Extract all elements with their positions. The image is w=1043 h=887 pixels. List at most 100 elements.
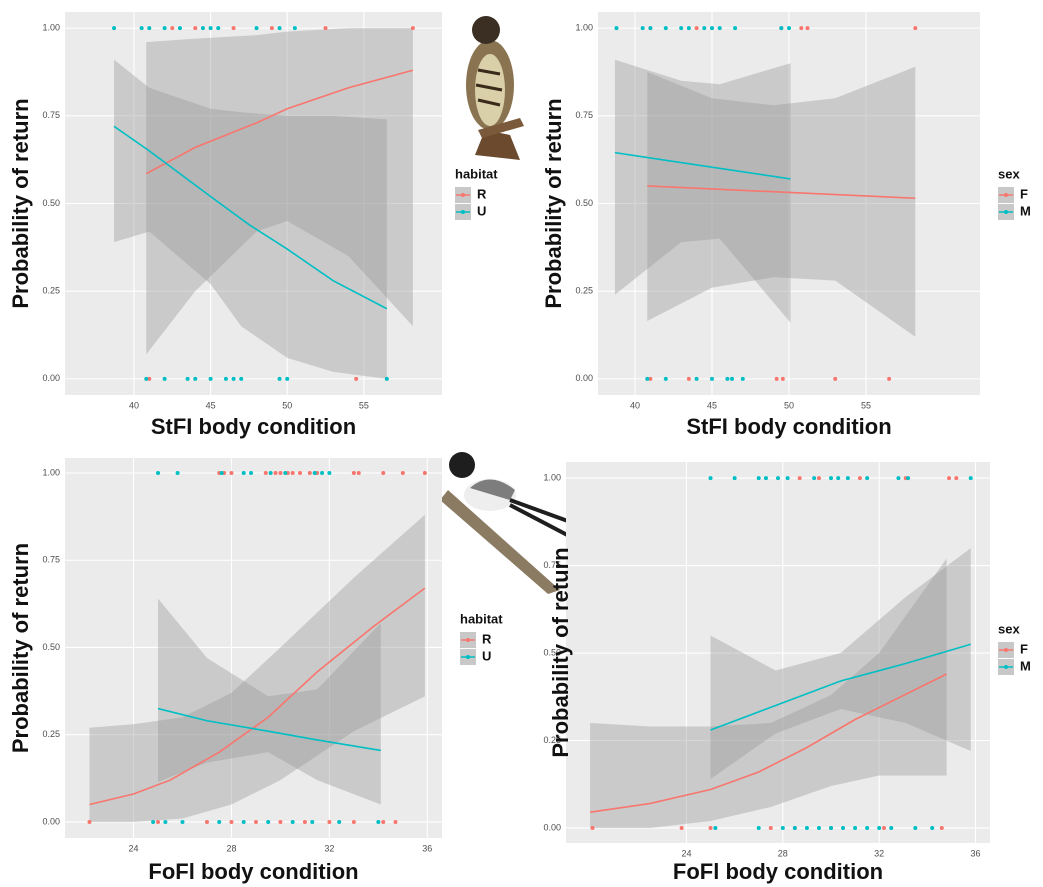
data-point	[217, 820, 221, 824]
data-point	[140, 26, 144, 30]
y-tick-label: 0.25	[42, 729, 60, 739]
legend-title: habitat	[460, 611, 503, 626]
data-point	[209, 377, 213, 381]
data-point	[249, 471, 253, 475]
x-tick-label: 55	[359, 400, 369, 410]
data-point	[841, 826, 845, 830]
data-point	[679, 26, 683, 30]
data-point	[764, 476, 768, 480]
data-point	[793, 826, 797, 830]
data-point	[176, 471, 180, 475]
legend-dot	[1004, 665, 1008, 669]
data-point	[376, 820, 380, 824]
data-point	[775, 377, 779, 381]
data-point	[255, 26, 259, 30]
data-point	[865, 826, 869, 830]
data-point	[411, 26, 415, 30]
data-point	[229, 820, 233, 824]
data-point	[303, 820, 307, 824]
legend-title: sex	[998, 166, 1020, 181]
legend-label: U	[482, 648, 491, 663]
y-tick-label: 0.75	[42, 555, 60, 565]
data-point	[87, 820, 91, 824]
y-tick-label: 0.50	[575, 198, 593, 208]
y-tick-label: 0.75	[575, 110, 593, 120]
data-point	[887, 377, 891, 381]
x-tick-label: 45	[707, 400, 717, 410]
legend-label: U	[477, 203, 486, 218]
data-point	[205, 820, 209, 824]
data-point	[178, 26, 182, 30]
x-tick-label: 50	[784, 400, 794, 410]
data-point	[278, 820, 282, 824]
x-axis-title: StFI body condition	[686, 414, 891, 439]
data-point	[337, 820, 341, 824]
data-point	[757, 826, 761, 830]
data-point	[278, 471, 282, 475]
data-point	[710, 26, 714, 30]
legend-dot	[1004, 210, 1008, 214]
data-point	[112, 26, 116, 30]
data-point	[799, 26, 803, 30]
panel: 0.000.250.500.751.0024283236FoFl body co…	[543, 462, 1030, 884]
data-point	[725, 377, 729, 381]
y-tick-label: 0.50	[42, 198, 60, 208]
data-point	[381, 820, 385, 824]
figure: 0.00 0.25 0.50 0.75 1.00 40 45 50 55 StFI body co…	[0, 0, 1043, 887]
legend-label: R	[482, 631, 492, 646]
data-point	[242, 820, 246, 824]
x-tick-label: 40	[630, 400, 640, 410]
data-point	[709, 826, 713, 830]
data-point	[224, 377, 228, 381]
legend-label: R	[477, 186, 487, 201]
data-point	[702, 26, 706, 30]
data-point	[291, 471, 295, 475]
data-point	[776, 476, 780, 480]
legend-title: sex	[998, 621, 1020, 636]
x-tick-label: 36	[971, 848, 981, 858]
data-point	[163, 377, 167, 381]
legend-label: M	[1020, 203, 1031, 218]
data-point	[181, 820, 185, 824]
data-point	[163, 820, 167, 824]
data-point	[858, 476, 862, 480]
data-point	[781, 826, 785, 830]
data-point	[163, 26, 167, 30]
data-point	[283, 471, 287, 475]
legend-dot	[461, 193, 465, 197]
data-point	[274, 471, 278, 475]
data-point	[882, 826, 886, 830]
data-point	[193, 26, 197, 30]
data-point	[151, 820, 155, 824]
x-tick-label: 28	[226, 843, 236, 853]
data-point	[278, 377, 282, 381]
data-point	[889, 826, 893, 830]
data-point	[385, 377, 389, 381]
data-point	[220, 471, 224, 475]
data-point	[829, 826, 833, 830]
data-point	[769, 826, 773, 830]
data-point	[327, 471, 331, 475]
data-point	[741, 377, 745, 381]
data-point	[757, 476, 761, 480]
data-point	[695, 26, 699, 30]
legend-dot	[1004, 193, 1008, 197]
y-tick-label: 1.00	[42, 23, 60, 33]
data-point	[381, 471, 385, 475]
data-point	[664, 377, 668, 381]
data-point	[710, 377, 714, 381]
y-tick-label: 1.00	[575, 23, 593, 33]
y-tick-label: 0.25	[42, 286, 60, 296]
y-tick-label: 1.00	[543, 472, 561, 482]
legend-title: habitat	[455, 166, 498, 181]
y-tick-label: 0.75	[42, 110, 60, 120]
x-tick-label: 32	[874, 848, 884, 858]
data-point	[969, 476, 973, 480]
x-tick-label: 28	[778, 848, 788, 858]
data-point	[645, 377, 649, 381]
x-tick-label: 55	[861, 400, 871, 410]
legend-dot	[466, 638, 470, 642]
y-tick-label: 0.00	[543, 822, 561, 832]
data-point	[269, 471, 273, 475]
y-axis-title: Probability of return	[541, 98, 566, 308]
